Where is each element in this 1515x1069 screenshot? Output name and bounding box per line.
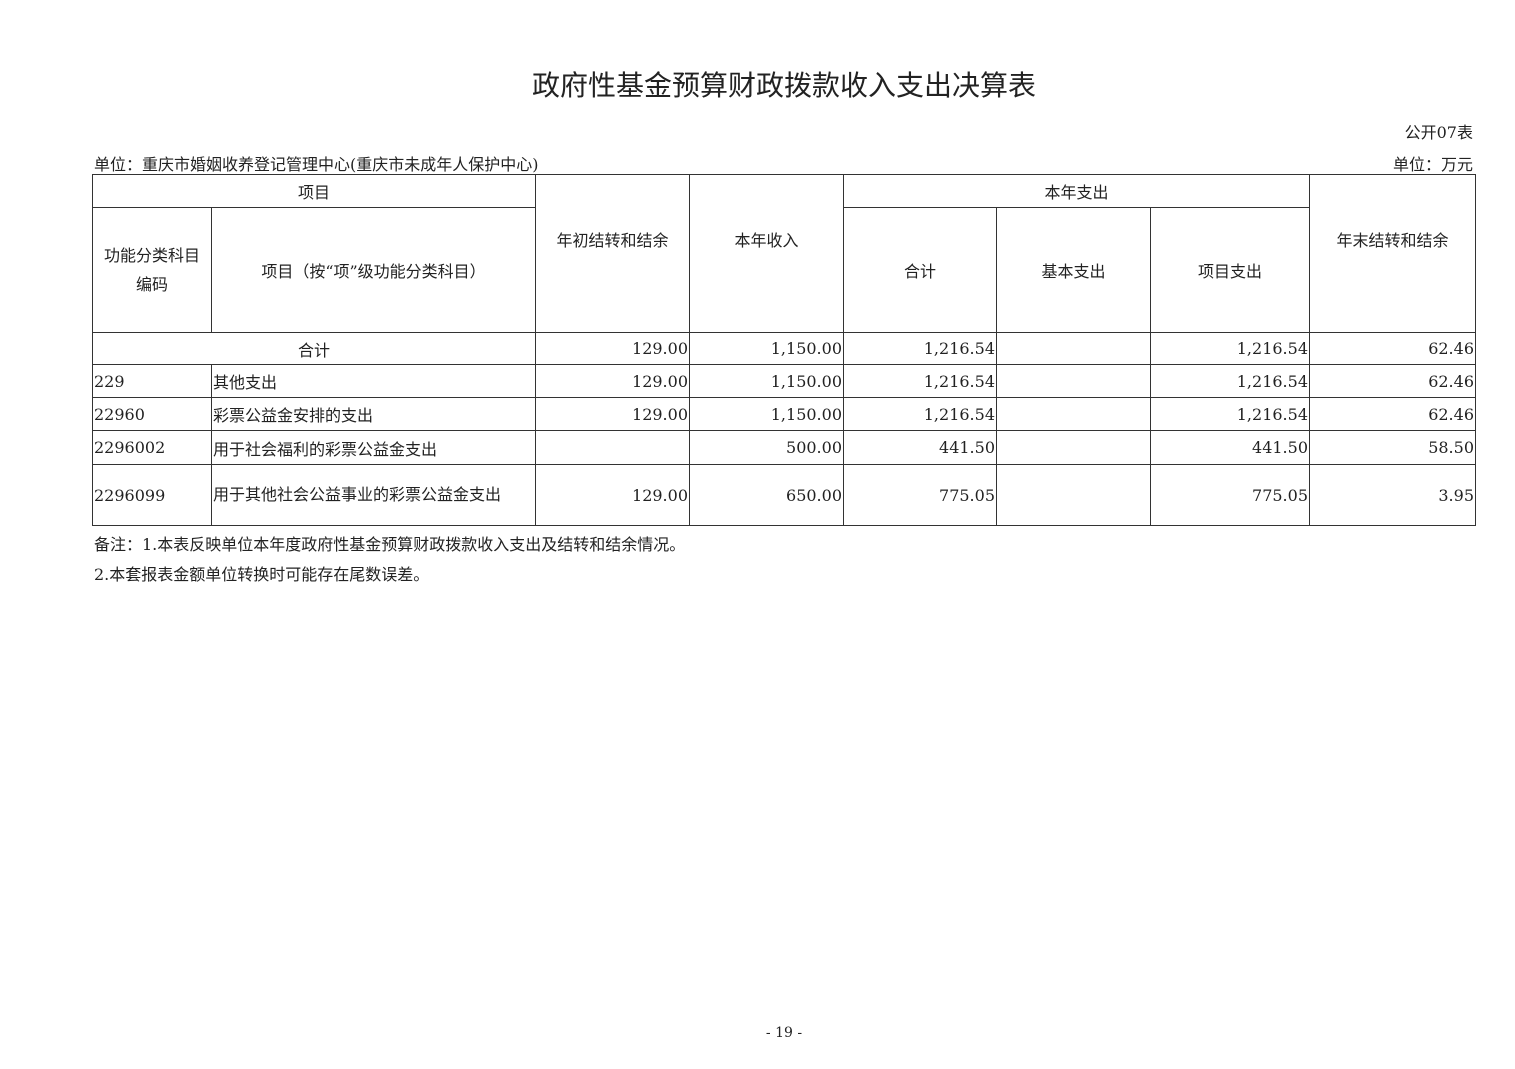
page-number: - 19 - xyxy=(765,1025,803,1041)
cell-code: 2296002 xyxy=(92,430,212,465)
cell-code: 229 xyxy=(92,364,212,398)
cell-total: 441.50 xyxy=(843,430,997,465)
cell-total: 1,216.54 xyxy=(843,332,997,365)
table-row: 2296099 用于其他社会公益事业的彩票公益金支出 129.00 650.00… xyxy=(92,464,1476,526)
page-title: 政府性基金预算财政拨款收入支出决算表 xyxy=(531,69,1036,102)
cell-begin: 129.00 xyxy=(535,464,690,526)
header-total: 合计 xyxy=(843,207,997,333)
cell-basic xyxy=(996,364,1151,398)
cell-income: 1,150.00 xyxy=(689,397,844,431)
cell-proj: 441.50 xyxy=(1150,430,1310,465)
total-label: 合计 xyxy=(92,332,536,365)
table-row: 22960 彩票公益金安排的支出 129.00 1,150.00 1,216.5… xyxy=(92,397,1476,431)
total-row: 合计 129.00 1,150.00 1,216.54 1,216.54 62.… xyxy=(92,332,1476,365)
cell-proj: 1,216.54 xyxy=(1150,332,1310,365)
cell-begin: 129.00 xyxy=(535,364,690,398)
cell-begin: 129.00 xyxy=(535,332,690,365)
cell-income: 500.00 xyxy=(689,430,844,465)
note-1: 备注：1.本表反映单位本年度政府性基金预算财政拨款收入支出及结转和结余情况。 xyxy=(94,535,686,554)
cell-end: 3.95 xyxy=(1309,464,1476,526)
cell-income: 650.00 xyxy=(689,464,844,526)
cell-total: 1,216.54 xyxy=(843,397,997,431)
cell-income: 1,150.00 xyxy=(689,364,844,398)
budget-table: 项目 年初结转和结余 本年收入 本年支出 年末结转和结余 功能分类科目编码 项目… xyxy=(92,174,1476,526)
cell-begin: 129.00 xyxy=(535,397,690,431)
cell-code: 2296099 xyxy=(92,464,212,526)
cell-proj: 1,216.54 xyxy=(1150,364,1310,398)
cell-name: 用于其他社会公益事业的彩票公益金支出 xyxy=(211,464,536,526)
cell-total: 1,216.54 xyxy=(843,364,997,398)
cell-basic xyxy=(996,397,1151,431)
unit-money: 单位：万元 xyxy=(1392,155,1473,174)
cell-begin xyxy=(535,430,690,465)
form-number: 公开07表 xyxy=(1404,123,1473,142)
header-income: 本年收入 xyxy=(689,174,844,333)
header-end: 年末结转和结余 xyxy=(1309,174,1476,333)
header-item: 项目（按“项”级功能分类科目） xyxy=(211,207,536,333)
cell-end: 62.46 xyxy=(1309,332,1476,365)
header-begin: 年初结转和结余 xyxy=(535,174,690,333)
cell-proj: 775.05 xyxy=(1150,464,1310,526)
cell-end: 58.50 xyxy=(1309,430,1476,465)
header-project: 项目 xyxy=(92,174,536,208)
header-code: 功能分类科目编码 xyxy=(92,207,212,333)
cell-basic xyxy=(996,430,1151,465)
cell-name: 彩票公益金安排的支出 xyxy=(211,397,536,431)
cell-basic xyxy=(996,464,1151,526)
note-2: 2.本套报表金额单位转换时可能存在尾数误差。 xyxy=(94,565,430,584)
header-basic: 基本支出 xyxy=(996,207,1151,333)
cell-total: 775.05 xyxy=(843,464,997,526)
table-row: 2296002 用于社会福利的彩票公益金支出 500.00 441.50 441… xyxy=(92,430,1476,465)
cell-name: 用于社会福利的彩票公益金支出 xyxy=(211,430,536,465)
cell-basic xyxy=(996,332,1151,365)
cell-proj: 1,216.54 xyxy=(1150,397,1310,431)
header-expense: 本年支出 xyxy=(843,174,1310,208)
cell-code: 22960 xyxy=(92,397,212,431)
cell-end: 62.46 xyxy=(1309,364,1476,398)
table-row: 229 其他支出 129.00 1,150.00 1,216.54 1,216.… xyxy=(92,364,1476,398)
cell-name: 其他支出 xyxy=(211,364,536,398)
header-proj: 项目支出 xyxy=(1150,207,1310,333)
cell-income: 1,150.00 xyxy=(689,332,844,365)
unit-organization: 单位：重庆市婚姻收养登记管理中心(重庆市未成年人保护中心) xyxy=(94,155,539,174)
cell-end: 62.46 xyxy=(1309,397,1476,431)
